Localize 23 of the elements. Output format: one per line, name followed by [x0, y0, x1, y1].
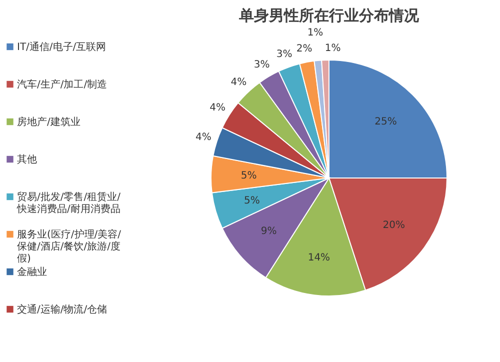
data-label: 5% [240, 170, 257, 182]
legend-label: 贸易/批发/零售/租赁业/快速消费品/耐用消费品 [16, 190, 122, 215]
legend-label: 服务业(医疗/护理/美容/保健/酒店/餐饮/旅游/度假) [17, 228, 122, 264]
data-label: 3% [276, 48, 292, 60]
legend-label: 金融业 [17, 266, 47, 278]
chart-title: 单身男性所在行业分布情况 [238, 6, 420, 25]
data-label: 1% [324, 43, 341, 54]
legend-label: IT/通信/电子/互联网 [17, 40, 106, 53]
data-label: 20% [382, 220, 406, 232]
data-label: 1% [307, 28, 324, 39]
data-label: 25% [374, 116, 397, 128]
data-label: 2% [296, 43, 312, 54]
legend-label: 其他 [17, 153, 37, 166]
legend-label: 交通/运输/物流/仓储 [17, 303, 108, 316]
data-label: 9% [260, 226, 277, 238]
legend-label: 汽车/生产/加工/制造 [17, 78, 108, 90]
data-label: 5% [244, 195, 260, 206]
data-label: 4% [196, 132, 212, 144]
data-label: 4% [210, 102, 226, 114]
data-label: 14% [308, 252, 330, 264]
data-label: 3% [254, 59, 270, 70]
legend-label: 房地产/建筑业 [17, 116, 80, 128]
data-label: 4% [230, 76, 247, 88]
